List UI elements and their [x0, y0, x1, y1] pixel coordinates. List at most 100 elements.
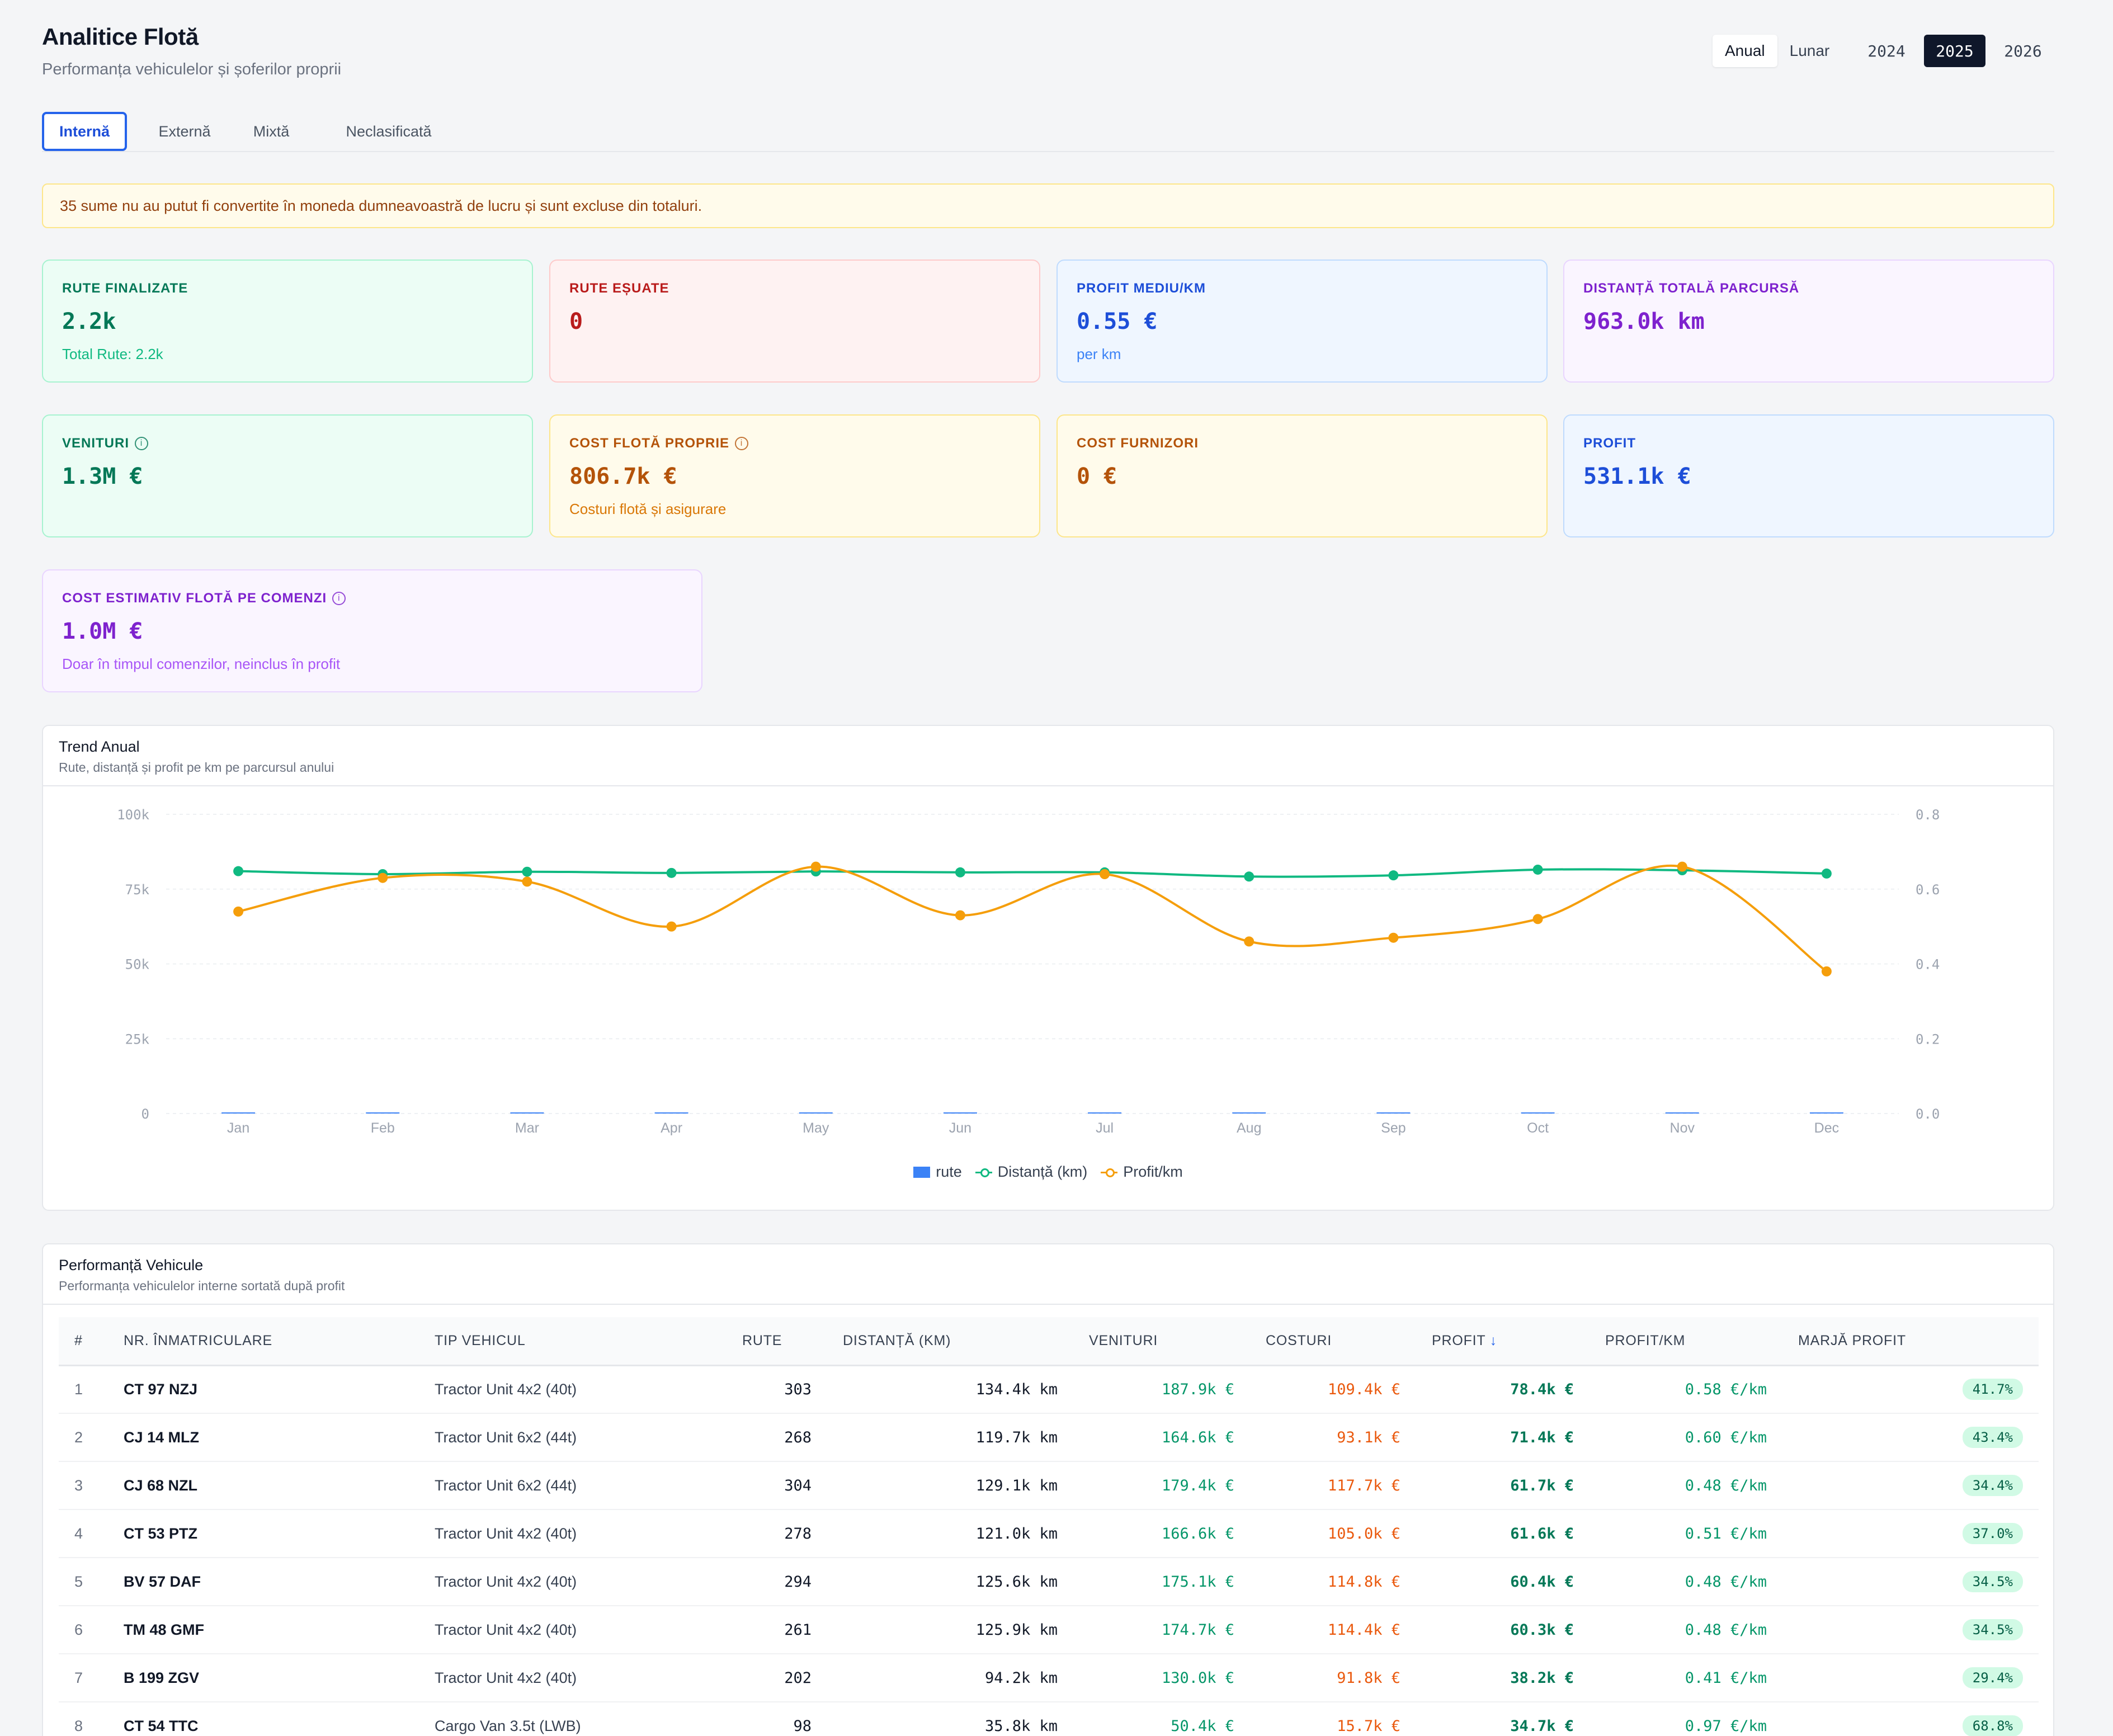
year-2024-button[interactable]: 2024 [1867, 41, 1906, 60]
col-header-margin[interactable]: MARJĂ PROFIT [1782, 1317, 2039, 1366]
period-annual-button[interactable]: Anual [1713, 35, 1777, 67]
col-header-index: # [59, 1317, 108, 1366]
y-left-tick-label: 50k [125, 957, 150, 973]
row-costs: 117.7k € [1250, 1461, 1416, 1510]
tab-mixta[interactable]: Mixtă [253, 122, 290, 140]
table-row[interactable]: 3 CJ 68 NZL Tractor Unit 6x2 (44t) 304 129.1… [59, 1461, 2039, 1510]
card-label: COST FLOTĂ PROPRIE [569, 436, 730, 451]
row-distance: 125.6k km [827, 1558, 1073, 1606]
legend-item-profit-km[interactable]: Profit/km [1101, 1163, 1183, 1181]
row-profit-km: 0.48 €/km [1590, 1606, 1782, 1654]
bar-routes [221, 1112, 256, 1114]
bar-routes [1665, 1112, 1699, 1114]
col-header-costs[interactable]: COSTURI [1250, 1317, 1416, 1366]
card-value: 2.2k [62, 309, 116, 334]
fleet-type-tabs: Internă Externă Mixtă Neclasificată [42, 112, 2054, 152]
x-tick-label: Mar [515, 1120, 539, 1136]
bar-routes [1232, 1112, 1266, 1114]
row-plate: CJ 68 NZL [108, 1461, 419, 1510]
row-profit: 61.7k € [1416, 1461, 1590, 1510]
period-monthly-button[interactable]: Lunar [1789, 42, 1830, 59]
table-row[interactable]: 8 CT 54 TTC Cargo Van 3.5t (LWB) 98 35.8k km… [59, 1702, 2039, 1736]
y-left-tick-label: 75k [125, 882, 150, 898]
x-tick-label: Aug [1237, 1120, 1261, 1136]
conversion-warning-alert: 35 sume nu au putut fi convertite în mon… [42, 183, 2054, 228]
x-tick-label: Oct [1527, 1120, 1549, 1136]
table-row[interactable]: 1 CT 97 NZJ Tractor Unit 4x2 (40t) 303 134.4… [59, 1365, 2039, 1414]
row-profit-km: 0.60 €/km [1590, 1413, 1782, 1462]
row-routes: 278 [727, 1509, 827, 1558]
row-plate: CT 54 TTC [108, 1702, 419, 1736]
col-header-routes[interactable]: RUTE [727, 1317, 827, 1366]
year-2026-button[interactable]: 2026 [2004, 41, 2042, 60]
col-header-profit[interactable]: PROFIT ↓ [1416, 1317, 1590, 1366]
row-revenue: 50.4k € [1073, 1702, 1250, 1736]
table-row[interactable]: 2 CJ 14 MLZ Tractor Unit 6x2 (44t) 268 119.7… [59, 1413, 2039, 1462]
row-index: 7 [59, 1654, 108, 1702]
row-margin: 37.0% [1782, 1509, 2039, 1558]
row-index: 4 [59, 1509, 108, 1558]
table-row[interactable]: 5 BV 57 DAF Tractor Unit 4x2 (40t) 294 125.6… [59, 1558, 2039, 1606]
profit-km-point [1821, 966, 1832, 976]
tab-externa[interactable]: Externă [158, 122, 211, 140]
col-header-profit-km[interactable]: PROFIT/KM [1590, 1317, 1782, 1366]
card-profit: PROFIT 531.1k € [1563, 414, 2054, 537]
table-row[interactable]: 4 CT 53 PTZ Tractor Unit 4x2 (40t) 278 121.0… [59, 1509, 2039, 1558]
profit-km-point [1677, 861, 1687, 872]
row-vehicle-type: Tractor Unit 4x2 (40t) [419, 1654, 727, 1702]
bar-routes [799, 1112, 833, 1114]
table-row[interactable]: 6 TM 48 GMF Tractor Unit 4x2 (40t) 261 125.9… [59, 1606, 2039, 1654]
y-left-tick-label: 100k [117, 807, 149, 823]
col-header-revenue[interactable]: VENITURI [1073, 1317, 1250, 1366]
row-margin: 68.8% [1782, 1702, 2039, 1736]
row-revenue: 175.1k € [1073, 1558, 1250, 1606]
row-profit-km: 0.51 €/km [1590, 1509, 1782, 1558]
row-profit: 38.2k € [1416, 1654, 1590, 1702]
row-routes: 98 [727, 1702, 827, 1736]
row-index: 2 [59, 1413, 108, 1462]
margin-badge: 37.0% [1962, 1523, 2023, 1544]
col-header-plate[interactable]: NR. ÎNMATRICULARE [108, 1317, 419, 1366]
legend-line-swatch [975, 1167, 992, 1178]
x-tick-label: Jul [1096, 1120, 1114, 1136]
legend-item-distance[interactable]: Distanță (km) [975, 1163, 1088, 1181]
profit-km-point [1244, 936, 1254, 947]
info-icon[interactable]: i [135, 437, 149, 450]
row-routes: 261 [727, 1606, 827, 1654]
card-label: PROFIT MEDIU/KM [1077, 281, 1206, 296]
bar-routes [1521, 1112, 1555, 1114]
info-icon[interactable]: i [735, 437, 749, 450]
row-index: 5 [59, 1558, 108, 1606]
bar-routes [366, 1112, 400, 1114]
col-header-distance[interactable]: DISTANȚĂ (KM) [827, 1317, 1073, 1366]
row-profit-km: 0.41 €/km [1590, 1654, 1782, 1702]
row-revenue: 179.4k € [1073, 1461, 1250, 1510]
legend-item-routes[interactable]: rute [913, 1163, 962, 1181]
year-2025-button[interactable]: 2025 [1924, 35, 1985, 67]
card-value: 531.1k € [1583, 464, 1691, 489]
distance-point [1821, 868, 1832, 879]
tab-interna[interactable]: Internă [42, 112, 127, 151]
x-tick-label: Jan [227, 1120, 249, 1136]
row-routes: 303 [727, 1365, 827, 1414]
row-profit: 60.4k € [1416, 1558, 1590, 1606]
col-header-vehicle-type[interactable]: TIP VEHICUL [419, 1317, 727, 1366]
row-revenue: 174.7k € [1073, 1606, 1250, 1654]
row-margin: 41.7% [1782, 1365, 2039, 1414]
card-label: COST ESTIMATIV FLOTĂ PE COMENZI [62, 591, 327, 606]
info-icon[interactable]: i [332, 592, 346, 605]
row-profit: 61.6k € [1416, 1509, 1590, 1558]
year-selector: 2024 2025 2026 [1856, 35, 2054, 67]
row-plate: CJ 14 MLZ [108, 1413, 419, 1462]
profit-km-point [1100, 869, 1110, 879]
y-right-tick-label: 0.6 [1916, 882, 1940, 898]
tab-neclasificata[interactable]: Neclasificată [346, 122, 432, 140]
legend-label: Distanță (km) [997, 1163, 1088, 1180]
row-vehicle-type: Tractor Unit 4x2 (40t) [419, 1509, 727, 1558]
panel-title: Trend Anual [59, 738, 140, 755]
vehicle-table: # NR. ÎNMATRICULARE TIP VEHICUL RUTE DIS… [59, 1317, 2039, 1736]
row-revenue: 164.6k € [1073, 1413, 1250, 1462]
card-label: DISTANȚĂ TOTALĂ PARCURSĂ [1583, 281, 1800, 296]
row-distance: 35.8k km [827, 1702, 1073, 1736]
